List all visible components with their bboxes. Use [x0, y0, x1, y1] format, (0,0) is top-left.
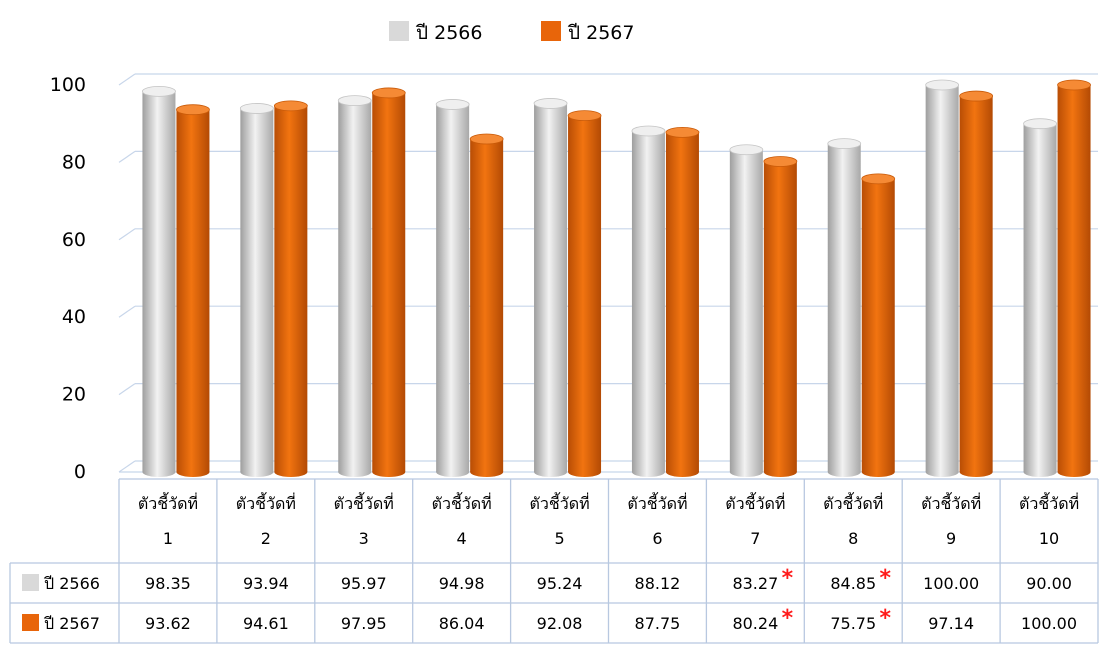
category-label: 5	[554, 529, 564, 548]
table-cell-value: 95.97	[341, 574, 387, 593]
table-cell-value: 93.62	[145, 614, 191, 633]
legend-label-2566: ปี 2566	[415, 22, 482, 44]
category-label: ตัวชี้วัดที่	[1019, 492, 1079, 513]
bars	[142, 79, 1091, 477]
table-cell-value: 100.00	[923, 574, 979, 593]
table-legend-swatch	[22, 614, 39, 631]
category-label: 8	[848, 529, 858, 548]
y-tick-label: 0	[74, 461, 86, 483]
category-label: 6	[652, 529, 662, 548]
category-label: 9	[946, 529, 956, 548]
category-label: ตัวชี้วัดที่	[334, 492, 394, 513]
table-cell-value: 90.00	[1026, 574, 1072, 593]
gridline-side	[118, 228, 136, 241]
table-cell-value: 95.24	[537, 574, 583, 593]
y-tick-label: 80	[62, 151, 86, 173]
bar-2566-2	[239, 103, 274, 477]
legend-label-2567: ปี 2567	[567, 22, 634, 44]
gridline-side	[118, 460, 136, 473]
table-cell-value: 100.00	[1021, 614, 1077, 633]
table-cell-value: 88.12	[635, 574, 681, 593]
bar-2566-3	[337, 95, 372, 477]
table-cell-value: 97.14	[928, 614, 974, 633]
category-label: 1	[163, 529, 173, 548]
table-cell-value: 87.75	[635, 614, 681, 633]
bar-2566-6	[631, 125, 666, 477]
gridline-side	[118, 383, 136, 396]
bar-2566-8	[827, 138, 862, 477]
category-label: ตัวชี้วัดที่	[725, 492, 785, 513]
bar-2567-10	[1057, 79, 1091, 477]
y-axis: 0 20 40 60 80 100	[50, 74, 86, 483]
y-tick-label: 40	[62, 306, 86, 328]
table-cell-value: 98.35	[145, 574, 191, 593]
bar-2567-5	[567, 110, 602, 477]
table-row-header: ปี 2567	[44, 614, 100, 633]
table-cell-value: 93.94	[243, 574, 289, 593]
bar-2567-1	[176, 104, 210, 477]
table-row-header: ปี 2566	[44, 574, 100, 593]
asterisk-marker: *	[879, 566, 891, 591]
y-tick-label: 20	[62, 384, 86, 406]
bar-2567-6	[665, 127, 700, 477]
category-label: ตัวชี้วัดที่	[432, 492, 492, 513]
bar-2567-7	[763, 156, 798, 477]
bar-2566-1	[142, 85, 176, 477]
bar-2567-4	[469, 133, 504, 477]
gridline-side	[118, 73, 136, 86]
gridline-side	[118, 305, 136, 318]
bar-2567-2	[273, 100, 308, 477]
table-cell-value: 94.98	[439, 574, 485, 593]
data-table: ตัวชี้วัดที่ 1 ตัวชี้วัดที่ 2 ตัวชี้วัดที่ 3 ต…	[9, 478, 1099, 644]
legend-swatch-2567	[541, 21, 561, 41]
bar-2566-5	[533, 98, 568, 477]
asterisk-marker: *	[782, 566, 794, 591]
table-cell-value: 86.04	[439, 614, 485, 633]
bar-2566-10	[1023, 118, 1057, 477]
gridline-side	[118, 150, 136, 163]
table-cell-value: 83.27	[732, 574, 778, 593]
bar-2566-7	[729, 144, 764, 477]
y-tick-label: 100	[50, 74, 86, 96]
category-label: ตัวชี้วัดที่	[921, 492, 981, 513]
category-label: 10	[1039, 529, 1059, 548]
table-cell-value: 97.95	[341, 614, 387, 633]
table-cell-value: 92.08	[537, 614, 583, 633]
bar-2566-4	[435, 99, 470, 477]
table-cell-value: 84.85	[830, 574, 876, 593]
bar-2567-9	[959, 90, 994, 477]
legend-swatch-2566	[389, 21, 409, 41]
bar-2566-9	[925, 79, 960, 477]
category-label: ตัวชี้วัดที่	[627, 492, 687, 513]
bar-2567-8	[861, 173, 896, 477]
asterisk-marker: *	[879, 606, 891, 631]
category-label: 7	[750, 529, 760, 548]
table-cell-value: 75.75	[830, 614, 876, 633]
bar-2567-3	[371, 87, 406, 477]
category-label: ตัวชี้วัดที่	[823, 492, 883, 513]
table-cell-value: 80.24	[732, 614, 778, 633]
category-label: 4	[457, 529, 467, 548]
legend: ปี 2566 ปี 2567	[389, 21, 634, 44]
category-label: ตัวชี้วัดที่	[236, 492, 296, 513]
category-label: ตัวชี้วัดที่	[138, 492, 198, 513]
category-label: 3	[359, 529, 369, 548]
asterisk-marker: *	[782, 606, 794, 631]
category-label: 2	[261, 529, 271, 548]
category-label: ตัวชี้วัดที่	[529, 492, 589, 513]
y-tick-label: 60	[62, 229, 86, 251]
table-cell-value: 94.61	[243, 614, 289, 633]
table-legend-swatch	[22, 574, 39, 591]
